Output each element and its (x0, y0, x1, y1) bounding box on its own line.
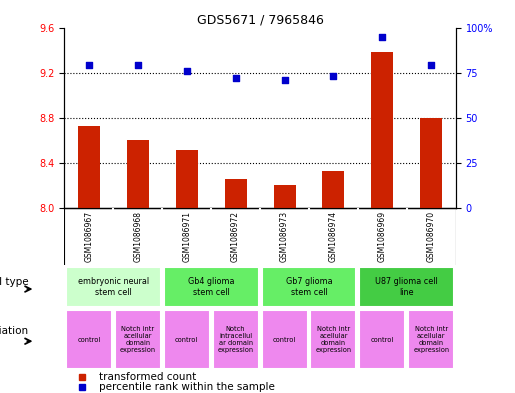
Text: Notch intr
acellular
domain
expression: Notch intr acellular domain expression (119, 327, 156, 353)
Bar (127, 140, 149, 208)
Text: genotype/variation: genotype/variation (0, 325, 29, 336)
Bar (408, 310, 454, 369)
Point (182, 68, 191, 74)
Point (84, 62, 93, 69)
Text: control: control (273, 337, 296, 343)
Point (231, 75, 239, 81)
Bar (371, 52, 393, 208)
Bar (273, 185, 296, 208)
Bar (359, 267, 454, 307)
Bar (213, 310, 259, 369)
Text: control: control (371, 337, 394, 343)
Text: GSM1086970: GSM1086970 (427, 211, 436, 263)
Point (329, 73, 337, 79)
Point (378, 33, 386, 40)
Bar (262, 310, 307, 369)
Text: Notch
intracellul
ar domain
expression: Notch intracellul ar domain expression (217, 327, 254, 353)
Text: GSM1086967: GSM1086967 (84, 211, 93, 263)
Bar (359, 310, 405, 369)
Bar (78, 126, 100, 208)
Bar (164, 267, 259, 307)
Point (280, 77, 288, 83)
Title: GDS5671 / 7965846: GDS5671 / 7965846 (197, 13, 323, 26)
Text: transformed count: transformed count (99, 373, 197, 382)
Text: Gb4 glioma
stem cell: Gb4 glioma stem cell (188, 277, 234, 297)
Point (427, 62, 435, 69)
Text: Gb7 glioma
stem cell: Gb7 glioma stem cell (286, 277, 332, 297)
Bar (66, 310, 112, 369)
Bar (322, 171, 345, 208)
Point (133, 62, 142, 69)
Bar (176, 149, 198, 208)
Text: GSM1086968: GSM1086968 (133, 211, 142, 262)
Text: control: control (175, 337, 198, 343)
Bar (420, 118, 442, 208)
Text: GSM1086973: GSM1086973 (280, 211, 289, 263)
Text: embryonic neural
stem cell: embryonic neural stem cell (78, 277, 149, 297)
Bar (66, 267, 161, 307)
Text: Notch intr
acellular
domain
expression: Notch intr acellular domain expression (413, 327, 450, 353)
Text: U87 glioma cell
line: U87 glioma cell line (375, 277, 438, 297)
Bar (115, 310, 161, 369)
Bar (311, 310, 356, 369)
Bar (164, 310, 210, 369)
Text: cell type: cell type (0, 277, 29, 287)
Text: GSM1086971: GSM1086971 (182, 211, 191, 262)
Text: GSM1086969: GSM1086969 (378, 211, 387, 263)
Text: percentile rank within the sample: percentile rank within the sample (99, 382, 276, 392)
Text: control: control (77, 337, 100, 343)
Bar (225, 179, 247, 208)
Text: GSM1086974: GSM1086974 (329, 211, 338, 263)
Bar (262, 267, 356, 307)
Text: GSM1086972: GSM1086972 (231, 211, 240, 262)
Text: Notch intr
acellular
domain
expression: Notch intr acellular domain expression (315, 327, 352, 353)
